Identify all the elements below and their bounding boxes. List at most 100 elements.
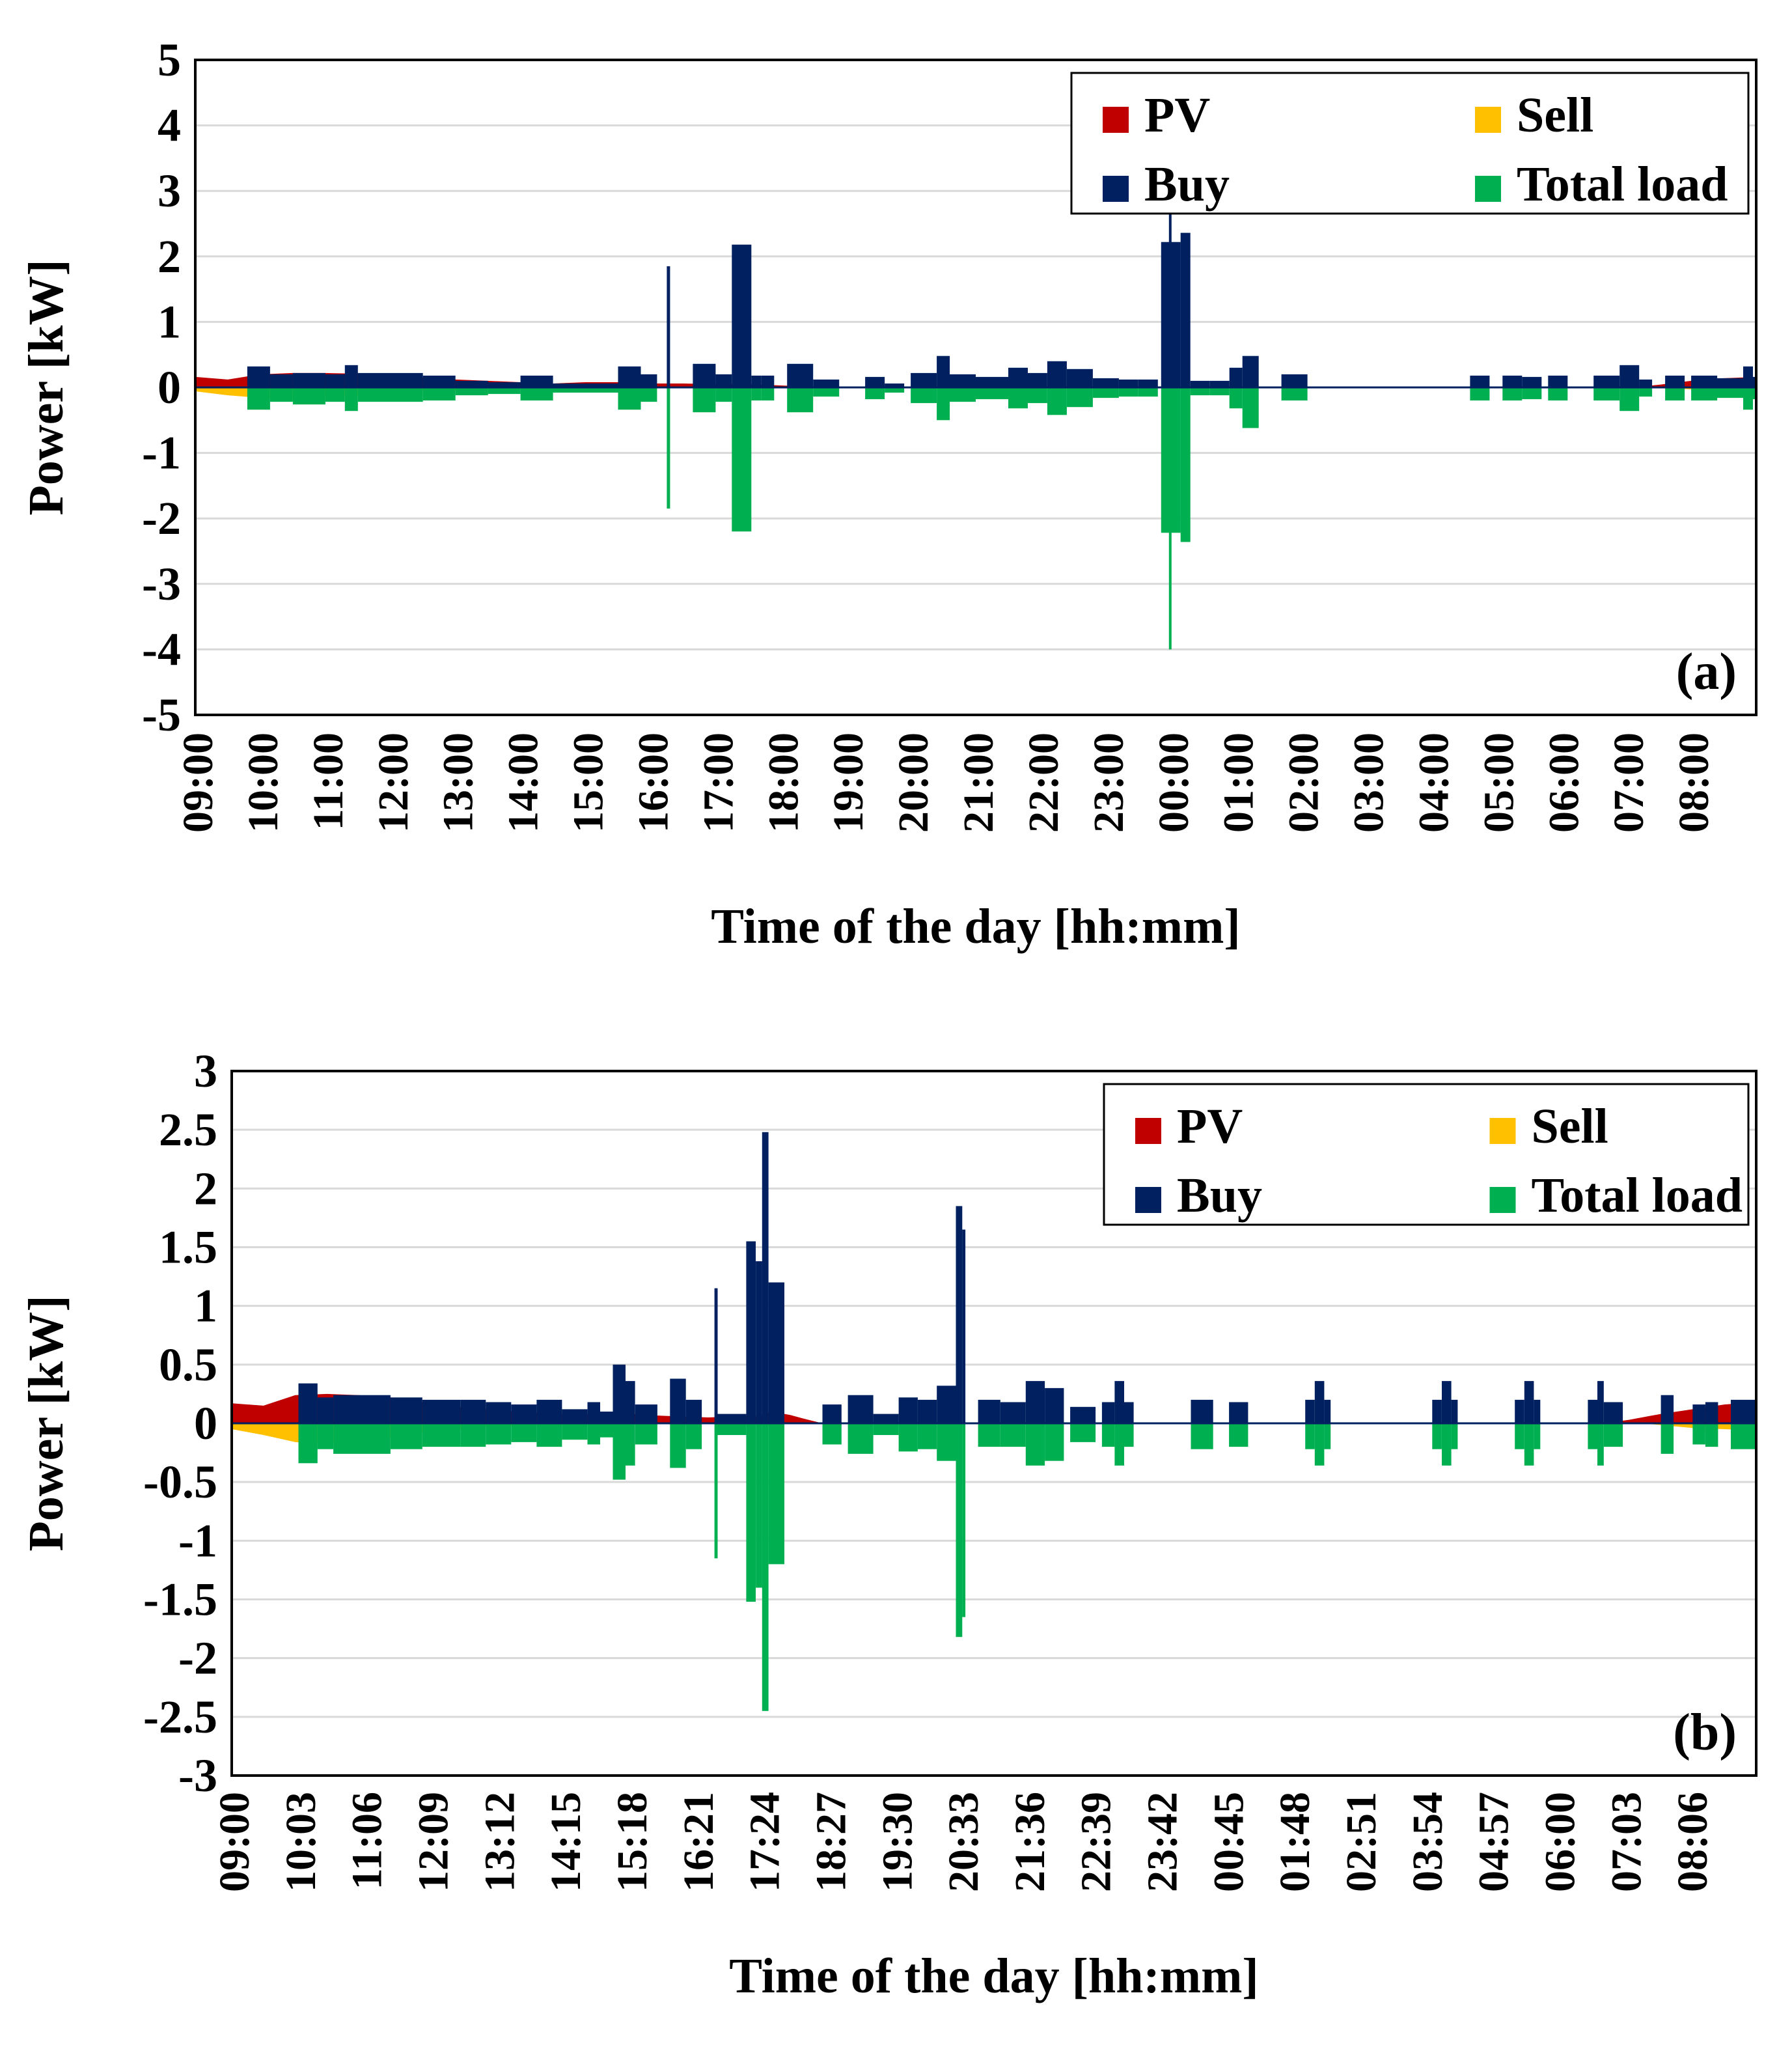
buy-bar <box>1229 367 1243 387</box>
x-tick-label: 16:21 <box>675 1792 723 1892</box>
load-bar <box>553 387 586 393</box>
x-tick-label: 04:57 <box>1470 1792 1518 1892</box>
buy-bar <box>962 1229 966 1423</box>
buy-bar <box>344 365 358 387</box>
buy-bar <box>848 1395 874 1423</box>
load-bar <box>1661 1423 1674 1454</box>
x-tick-label: 14:15 <box>542 1792 590 1892</box>
x-tick-label: 17:24 <box>741 1792 789 1892</box>
x-tick-label: 20:33 <box>940 1792 987 1892</box>
y-tick-label: -0.5 <box>143 1456 217 1508</box>
load-bar <box>1432 1423 1442 1449</box>
load-bar <box>917 1423 937 1449</box>
buy-bar <box>1118 379 1138 387</box>
load-bar <box>460 1423 486 1447</box>
buy-bar <box>1000 1402 1026 1423</box>
buy-bar <box>520 375 553 387</box>
load-bar <box>486 1423 512 1445</box>
buy-bar <box>751 375 762 387</box>
load-bar <box>635 1423 657 1445</box>
buy-bar <box>488 382 521 387</box>
load-bar <box>1603 1423 1623 1447</box>
x-tick-label: 15:00 <box>565 732 613 833</box>
buy-bar <box>325 374 345 387</box>
load-bar <box>511 1423 537 1442</box>
x-tick-label: 01:00 <box>1215 732 1263 833</box>
load-bar <box>1620 387 1640 411</box>
buy-bar <box>460 1399 486 1423</box>
y-tick-label: -3 <box>142 558 181 610</box>
y-tick-label: -4 <box>142 623 181 675</box>
buy-bar <box>813 379 840 387</box>
buy-bar <box>756 1261 762 1423</box>
buy-bar <box>1314 1381 1325 1423</box>
buy-bar <box>1242 355 1259 387</box>
buy-bar <box>357 372 423 387</box>
buy-bar <box>1603 1402 1623 1423</box>
panel-label: (b) <box>1673 1704 1737 1761</box>
plot-frame <box>230 1070 1758 1777</box>
buy-bar <box>333 1395 391 1423</box>
buy-bar <box>511 1404 537 1423</box>
y-tick-label: -1 <box>142 427 181 479</box>
load-bar <box>1168 387 1172 650</box>
buy-bar <box>714 1288 718 1423</box>
buy-swatch <box>1135 1187 1161 1213</box>
buy-bar <box>1229 1402 1248 1423</box>
buy-bar <box>536 1399 562 1423</box>
load-bar <box>848 1423 874 1454</box>
load-bar <box>1314 1423 1325 1466</box>
buy-bar <box>422 1399 461 1423</box>
buy-bar <box>1588 1399 1597 1423</box>
buy-bar <box>865 376 885 387</box>
y-tick-label: 3 <box>194 1045 217 1097</box>
buy-bar <box>1305 1399 1315 1423</box>
load-bar <box>978 1423 1000 1447</box>
load-bar <box>269 387 293 402</box>
buy-bar <box>1522 376 1542 387</box>
y-tick-label: -2.5 <box>143 1691 217 1743</box>
buy-bar <box>898 1397 918 1423</box>
x-tick-label: 09:00 <box>174 732 222 833</box>
load-bar <box>1045 1423 1064 1461</box>
buy-bar <box>1593 375 1620 387</box>
load-bar <box>520 387 553 401</box>
buy-bar <box>635 1404 657 1423</box>
y-tick-label: -1.5 <box>143 1574 217 1626</box>
buy-bar <box>618 366 641 387</box>
buy-bar <box>553 383 586 387</box>
load-bar <box>325 387 345 402</box>
load-bar <box>1281 387 1308 401</box>
buy-bar <box>1524 1381 1534 1423</box>
load-bar <box>822 1423 842 1445</box>
buy-bar <box>298 1383 318 1423</box>
buy-bar <box>1191 1399 1213 1423</box>
x-tick-label: 17:00 <box>695 732 742 833</box>
x-tick-label: 18:00 <box>760 732 807 833</box>
legend-label-sell: Sell <box>1532 1099 1608 1154</box>
y-tick-label: 2.5 <box>159 1104 217 1156</box>
load-bar <box>1114 1423 1124 1466</box>
buy-bar <box>455 380 488 387</box>
y-tick-label: 2 <box>194 1162 217 1214</box>
load-bar <box>1515 1423 1524 1449</box>
load-bar <box>756 1423 762 1588</box>
load-bar <box>641 387 657 402</box>
buy-bar <box>1548 375 1568 387</box>
buy-bar <box>1092 378 1119 387</box>
y-tick-label: 0 <box>194 1397 217 1449</box>
load-bar <box>937 1423 956 1461</box>
y-tick-label: 1 <box>158 296 181 348</box>
load-bar <box>1209 387 1230 396</box>
load-bar <box>1025 1423 1045 1466</box>
x-tick-label: 02:51 <box>1338 1792 1385 1892</box>
load-bar <box>751 387 762 401</box>
x-tick-label: 13:12 <box>476 1792 523 1892</box>
load-bar <box>1691 387 1718 401</box>
buy-bar <box>937 1386 956 1423</box>
load-bar <box>585 387 618 393</box>
x-tick-label: 13:00 <box>435 732 482 833</box>
load-bar <box>976 387 1008 400</box>
legend-box <box>1070 72 1750 215</box>
buy-bar <box>1743 366 1753 387</box>
